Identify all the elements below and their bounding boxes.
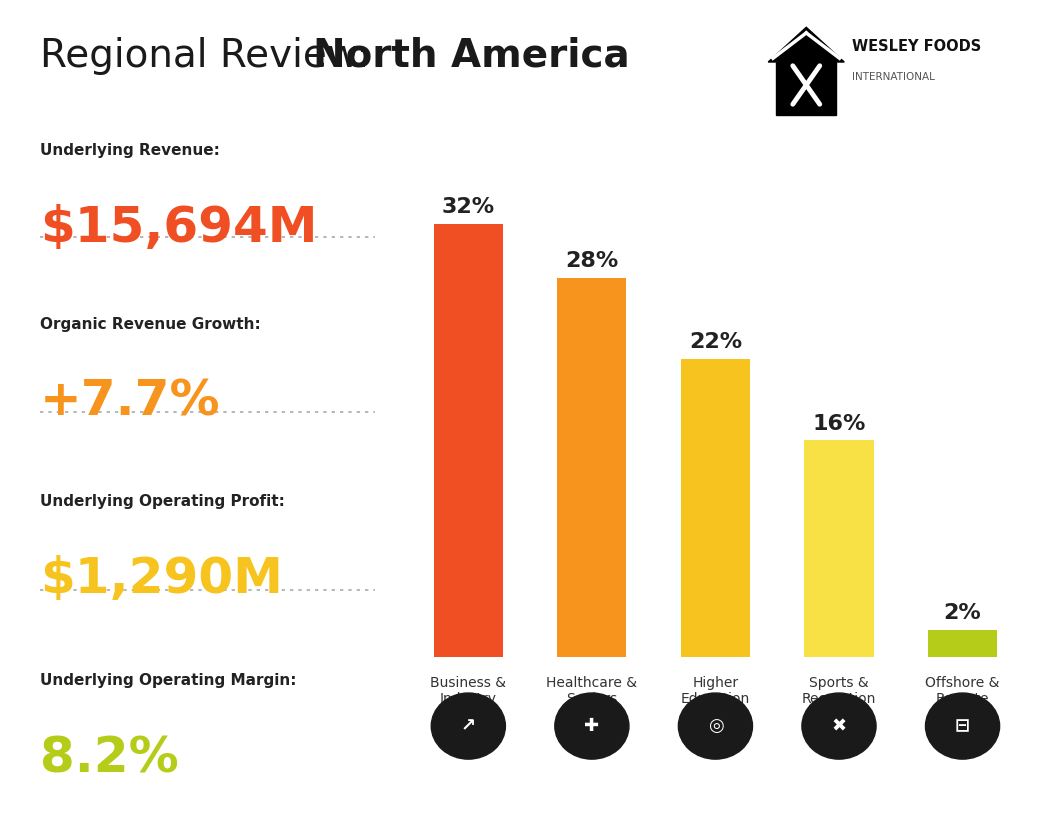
Circle shape <box>925 693 1000 759</box>
Text: ◎: ◎ <box>708 717 723 735</box>
Text: Underlying Operating Profit:: Underlying Operating Profit: <box>40 494 285 508</box>
Bar <box>805 441 873 657</box>
Bar <box>434 224 503 657</box>
Text: Underlying Revenue:: Underlying Revenue: <box>40 143 220 157</box>
Text: North America: North America <box>313 37 629 75</box>
Text: ✚: ✚ <box>584 717 600 735</box>
Bar <box>558 278 626 657</box>
Text: Regional Review:: Regional Review: <box>40 37 382 75</box>
Text: ⊟: ⊟ <box>955 717 970 735</box>
Circle shape <box>431 693 506 759</box>
Text: ✖: ✖ <box>831 717 847 735</box>
Text: $1,290M: $1,290M <box>40 555 283 603</box>
Text: Underlying Operating Margin:: Underlying Operating Margin: <box>40 673 297 688</box>
Text: $15,694M: $15,694M <box>40 204 318 252</box>
Text: 2%: 2% <box>944 603 981 623</box>
Text: WESLEY FOODS: WESLEY FOODS <box>852 39 981 54</box>
Bar <box>776 62 836 114</box>
Text: 16%: 16% <box>812 414 866 433</box>
Circle shape <box>554 693 629 759</box>
Text: 28%: 28% <box>565 251 619 271</box>
Text: 32%: 32% <box>441 197 495 217</box>
Text: ↗: ↗ <box>460 717 476 735</box>
Circle shape <box>678 693 753 759</box>
Circle shape <box>802 693 876 759</box>
Text: INTERNATIONAL: INTERNATIONAL <box>852 72 935 82</box>
Text: 8.2%: 8.2% <box>40 734 178 783</box>
Bar <box>928 630 997 657</box>
Polygon shape <box>768 27 845 62</box>
Bar <box>681 359 750 657</box>
Text: 22%: 22% <box>689 332 742 353</box>
Text: +7.7%: +7.7% <box>40 378 221 426</box>
Text: Organic Revenue Growth:: Organic Revenue Growth: <box>40 317 261 331</box>
